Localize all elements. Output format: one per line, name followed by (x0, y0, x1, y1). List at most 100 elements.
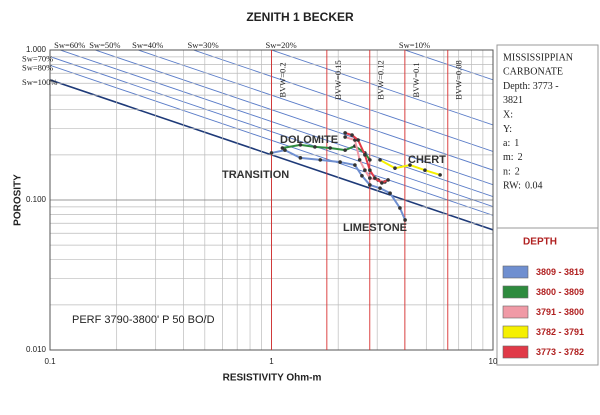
data-point (408, 163, 412, 167)
x-tick-label: 10 (489, 357, 498, 366)
legend-swatch (502, 305, 529, 319)
legend-title: DEPTH (523, 237, 557, 248)
data-point (368, 158, 372, 162)
data-point (378, 158, 382, 162)
sw-label: Sw=70% (22, 54, 53, 64)
data-point (357, 158, 362, 162)
parameter-label: a: (503, 138, 510, 149)
legend-swatch (502, 345, 529, 359)
data-point (393, 166, 397, 170)
info-text: X: (503, 109, 513, 120)
data-point (318, 158, 323, 162)
info-text: MISSISSIPPIAN (503, 52, 573, 63)
bvw-label: BVW=0.2 (277, 62, 287, 97)
legend-label: 3782 - 3791 (536, 327, 584, 337)
sw-label: Sw=30% (187, 40, 218, 50)
data-point (353, 163, 357, 167)
annotation: DOLOMITE (280, 134, 338, 146)
data-point (403, 218, 407, 222)
data-point (423, 168, 427, 173)
y-tick-label: 0.100 (26, 195, 47, 204)
chart-title: ZENITH 1 BECKER (246, 10, 354, 24)
data-point (298, 156, 303, 160)
sw-label: Sw=10% (399, 40, 430, 50)
parameter-value: 0.04 (525, 181, 543, 192)
parameter-label: n: (503, 167, 511, 178)
annotation: PERF 3790-3800' P 50 BO/D (72, 314, 215, 326)
data-point (438, 173, 442, 177)
sw-line (270, 50, 493, 126)
data-point (313, 145, 317, 149)
sw-label: Sw=100% (22, 77, 58, 87)
series-line (271, 149, 407, 221)
data-point (343, 131, 347, 135)
bvw-label: BVW=0.12 (376, 60, 386, 100)
sw-label: Sw=60% (54, 40, 85, 50)
parameter-label: m: (503, 152, 514, 163)
data-point (360, 173, 364, 178)
legend-swatch (502, 325, 529, 339)
bvw-label: BVW=0.15 (333, 60, 343, 100)
data-point (343, 148, 347, 152)
parameter-label: RW: (503, 181, 521, 192)
data-point (368, 176, 372, 180)
plot-area (49, 49, 494, 351)
data-point (328, 146, 332, 150)
data-point (269, 151, 274, 155)
sw-label: Sw=20% (266, 40, 297, 50)
parameter: a: 1 (503, 138, 519, 149)
sw-label: Sw=40% (132, 40, 163, 50)
data-point (356, 138, 360, 142)
parameter: m: 2 (503, 152, 523, 163)
y-tick-label: 0.010 (26, 345, 47, 354)
y-tick-label: 1.000 (26, 45, 47, 54)
data-point (283, 148, 287, 152)
legend-label: 3773 - 3782 (536, 347, 584, 357)
info-text: Y: (503, 124, 512, 135)
data-point (298, 143, 303, 147)
annotation: CHERT (408, 154, 446, 166)
data-point (378, 186, 382, 190)
legend-label: 3809 - 3819 (536, 267, 584, 277)
annotation: LIMESTONE (343, 222, 407, 234)
data-point (338, 160, 342, 164)
parameter-value: 2 (518, 152, 523, 163)
data-point (343, 135, 347, 139)
data-point (380, 181, 384, 185)
x-axis-title: RESISTIVITY Ohm-m (223, 373, 322, 384)
legend-swatch (502, 265, 529, 279)
legend-label: 3800 - 3809 (536, 287, 584, 297)
data-point (386, 178, 390, 182)
data-point (363, 168, 367, 173)
legend-label: 3791 - 3800 (536, 307, 584, 317)
sw-line (403, 50, 493, 81)
parameter-value: 2 (515, 167, 520, 178)
data-point (368, 168, 372, 173)
sw-label: Sw=80% (22, 62, 53, 72)
parameter: n: 2 (503, 167, 520, 178)
bvw-label: BVW=0.1 (411, 62, 421, 97)
data-point (398, 206, 402, 210)
bvw-label: BVW=0.08 (454, 60, 464, 100)
data-point (350, 133, 354, 137)
sw-label: Sw=50% (89, 40, 120, 50)
data-point (373, 176, 377, 180)
annotation: TRANSITION (222, 169, 289, 181)
info-text: 3821 (503, 95, 523, 106)
x-tick-label: 0.1 (44, 357, 56, 366)
legend-swatch (502, 285, 529, 299)
parameter: RW: 0.04 (503, 181, 542, 192)
data-point (280, 146, 285, 150)
y-axis-title: POROSITY (13, 174, 24, 226)
side-panel (496, 44, 599, 366)
parameter-value: 1 (514, 138, 519, 149)
info-text: Depth: 3773 - (503, 81, 559, 92)
info-text: CARBONATE (503, 67, 563, 78)
x-tick-label: 1 (269, 357, 274, 366)
data-point (363, 153, 367, 157)
data-point (388, 191, 392, 196)
data-point (368, 183, 372, 187)
